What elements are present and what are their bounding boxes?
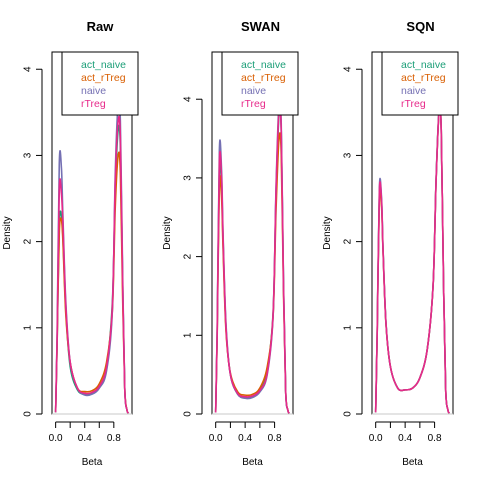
panel-2-x-label: Beta [242,457,263,468]
panel-1-x-tick-label: 0.4 [78,433,92,444]
panel-1-legend-box [61,51,139,116]
panel-2-y-tick-label: 2 [183,253,194,259]
panel-3-legend-entry: rTreg [401,98,426,110]
panel-1-legend-entry: naive [81,85,106,97]
panel-3-y-tick-label: 3 [343,152,354,158]
panel-3-series-act-rTreg [374,106,451,414]
panel-3-x-tick-label: 0.0 [369,433,383,444]
panel-3-series-act-naive [374,106,451,414]
panel-1-x-tick-label: 0.8 [107,433,121,444]
panel-2-legend-box [221,51,299,116]
panel-3-series-rTreg [374,106,451,414]
panel-1-y-tick-label: 3 [23,152,34,158]
panel-2-legend-entry: act_rTreg [241,72,286,84]
panel-3-y-tick-label: 0 [343,411,354,417]
panel-2-series-act-rTreg [214,132,291,414]
panel-3-legend-box [381,51,459,116]
panel-3-series-naive [374,104,451,414]
panel-2-y-tick-label: 0 [183,411,194,417]
panel-1-y-tick-label: 4 [23,66,34,72]
panel-2-y-tick-label: 4 [183,96,194,102]
panel-3-title: SQN [406,19,434,34]
panel-3-y-label: Density [322,216,333,249]
panel-3-x-label: Beta [402,457,423,468]
panel-3-legend-entry: naive [401,85,426,97]
panel-3-y-tick-label: 2 [343,238,354,244]
panel-2-x-tick-label: 0.8 [268,433,282,444]
panel-3-y-tick-label: 4 [343,66,354,72]
panel-2-x-tick-label: 0.4 [238,433,252,444]
panel-1-x-tick-label: 0.0 [49,433,63,444]
panel-3-x-tick-label: 0.8 [428,433,442,444]
panel-1-legend-entry: act_rTreg [81,72,126,84]
panel-1-series-act-rTreg [54,151,130,414]
panel-2-legend-entry: rTreg [241,98,266,110]
panel-1-legend-entry: act_naive [81,59,126,71]
panel-1-series-rTreg [54,115,130,414]
panel-3-legend-entry: act_naive [401,59,446,71]
panel-1-title: Raw [87,19,115,34]
panel-2-series-rTreg [214,104,291,414]
panel-1-x-label: Beta [82,457,103,468]
panel-2-title: SWAN [241,19,280,34]
panel-2-x-tick-label: 0.0 [209,433,223,444]
panel-2-y-tick-label: 3 [183,175,194,181]
panel-3-legend-entry: act_rTreg [401,72,446,84]
panel-1-y-tick-label: 0 [23,411,34,417]
panel-1-y-tick-label: 1 [23,325,34,331]
panel-3-y-tick-label: 1 [343,325,354,331]
panel-2-y-label: Density [162,216,173,249]
panel-2-y-tick-label: 1 [183,332,194,338]
panel-1-y-label: Density [2,216,13,249]
panel-2-legend-entry: naive [241,85,266,97]
panel-1-legend-entry: rTreg [81,98,106,110]
panel-2-legend-entry: act_naive [241,59,286,71]
panel-3-x-tick-label: 0.4 [398,433,412,444]
panel-1-y-tick-label: 2 [23,238,34,244]
